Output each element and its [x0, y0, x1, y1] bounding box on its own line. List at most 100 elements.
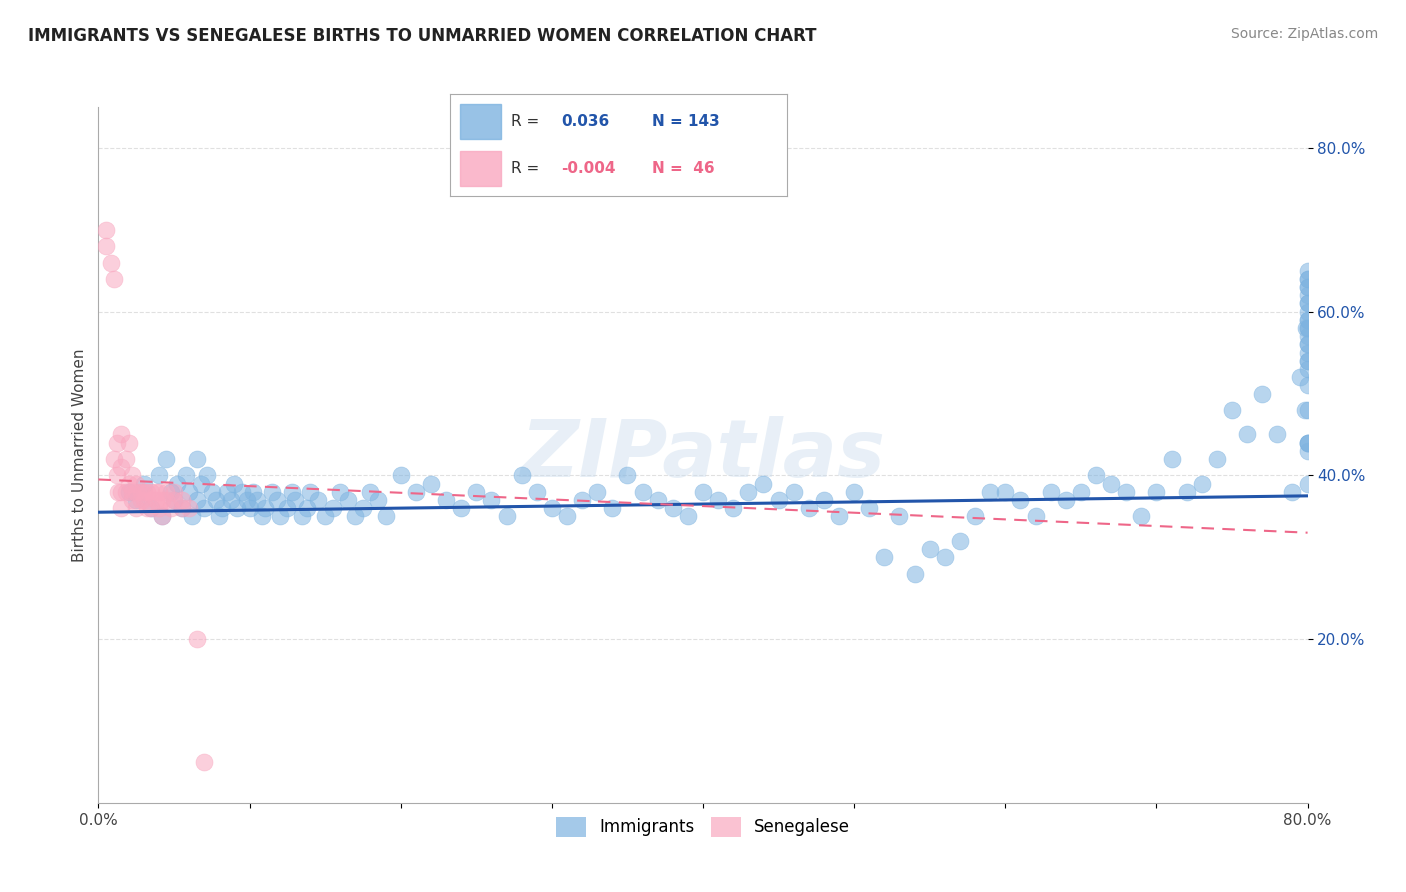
Point [1206, 452, 1229, 467]
Point [269, 509, 291, 524]
Point [616, 468, 638, 483]
Point [186, 452, 208, 467]
Point [1294, 403, 1316, 417]
Text: 0.036: 0.036 [561, 114, 610, 128]
Point [1296, 345, 1319, 359]
Point [692, 484, 714, 499]
Point [174, 468, 197, 483]
Point [918, 542, 941, 557]
Point [118, 476, 141, 491]
Point [195, 468, 218, 483]
Point [904, 566, 927, 581]
Point [828, 509, 851, 524]
Point [1085, 468, 1108, 483]
Point [329, 484, 352, 499]
Point [352, 501, 374, 516]
Point [336, 492, 359, 507]
Point [148, 468, 170, 483]
Point [994, 484, 1017, 499]
Text: ZIPatlas: ZIPatlas [520, 416, 886, 494]
Point [110, 460, 132, 475]
Point [510, 468, 533, 483]
Point [1296, 304, 1319, 318]
Point [155, 484, 177, 499]
Point [193, 501, 215, 516]
Point [1220, 403, 1243, 417]
Point [190, 476, 212, 491]
Point [135, 501, 157, 516]
Point [1296, 443, 1319, 458]
Point [121, 492, 143, 507]
Point [160, 484, 183, 499]
Point [1296, 435, 1319, 450]
Point [193, 755, 215, 769]
Point [155, 492, 177, 507]
Point [299, 484, 322, 499]
Point [934, 550, 956, 565]
Point [148, 484, 170, 499]
Point [314, 509, 336, 524]
Point [344, 509, 367, 524]
Point [94, 223, 117, 237]
Point [322, 501, 344, 516]
Point [221, 492, 243, 507]
Point [540, 501, 562, 516]
Point [150, 492, 173, 507]
Text: N =  46: N = 46 [652, 161, 716, 176]
Point [246, 492, 269, 507]
Point [1296, 296, 1319, 310]
Point [1144, 484, 1167, 499]
Point [1296, 353, 1319, 368]
Point [1296, 296, 1319, 310]
Point [1296, 321, 1319, 335]
Point [707, 492, 730, 507]
Point [103, 272, 125, 286]
Point [208, 509, 231, 524]
Point [295, 501, 318, 516]
Point [1115, 484, 1137, 499]
Point [242, 484, 264, 499]
Point [110, 484, 132, 499]
Point [163, 492, 186, 507]
Y-axis label: Births to Unmarried Women: Births to Unmarried Women [72, 348, 87, 562]
Point [1295, 321, 1317, 335]
Point [132, 484, 155, 499]
Point [307, 492, 329, 507]
Point [118, 435, 141, 450]
Point [420, 476, 443, 491]
Point [526, 484, 548, 499]
Point [752, 476, 775, 491]
Point [602, 501, 624, 516]
Point [253, 501, 276, 516]
Point [1296, 288, 1319, 302]
Point [1267, 427, 1289, 442]
Point [129, 484, 152, 499]
Point [141, 501, 163, 516]
Point [262, 484, 284, 499]
Point [1296, 435, 1319, 450]
Point [1296, 272, 1319, 286]
Point [239, 501, 262, 516]
Point [114, 484, 136, 499]
Point [179, 484, 201, 499]
Point [121, 468, 143, 483]
Point [1296, 313, 1319, 327]
Point [1054, 492, 1077, 507]
Point [135, 484, 157, 499]
Point [235, 492, 257, 507]
Point [797, 501, 820, 516]
Point [281, 484, 304, 499]
Point [205, 492, 228, 507]
Point [873, 550, 896, 565]
Point [465, 484, 488, 499]
Point [586, 484, 609, 499]
Point [1296, 362, 1319, 376]
Point [374, 509, 396, 524]
Legend: Immigrants, Senegalese: Immigrants, Senegalese [548, 811, 858, 843]
Point [858, 501, 880, 516]
Bar [460, 104, 501, 139]
Text: -0.004: -0.004 [561, 161, 616, 176]
Point [450, 501, 472, 516]
Point [170, 492, 193, 507]
Point [631, 484, 654, 499]
